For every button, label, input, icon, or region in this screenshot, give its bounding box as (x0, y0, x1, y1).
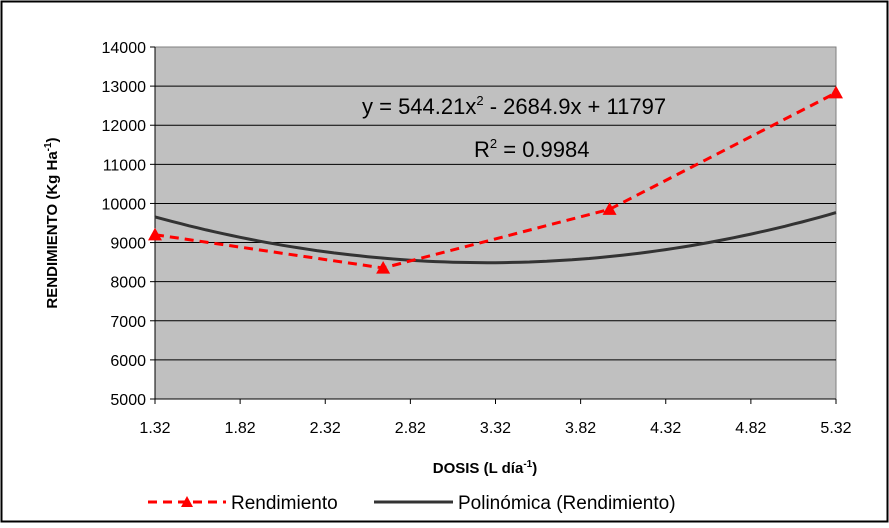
series-polinomica-line (154, 211, 837, 265)
y-axis-label: RENDIMIENTO (Kg Ha-1) (43, 137, 61, 308)
y-tick-label: 13000 (102, 79, 147, 96)
x-axis-label: DOSIS (L día-1) (433, 459, 537, 477)
x-tick-label: 2.32 (310, 420, 341, 437)
legend-label-polinomica: Polinómica (Rendimiento) (458, 493, 676, 514)
x-tick-label: 1.82 (225, 420, 256, 437)
y-tick-label: 11000 (103, 157, 146, 174)
x-tick-label: 4.32 (650, 420, 681, 437)
legend-label-rendimiento: Rendimiento (231, 493, 338, 514)
data-point-rendimiento (148, 227, 162, 241)
x-tick-label: 3.32 (480, 420, 511, 437)
x-tick-label: 4.82 (735, 420, 766, 437)
y-tick-label: 5000 (110, 392, 146, 409)
series-rendimiento-line (154, 91, 837, 270)
x-tick-label: 5.32 (820, 420, 851, 437)
r2-annotation: R2 = 0.9984 (474, 136, 590, 162)
y-tick-label: 12000 (102, 118, 147, 135)
data-point-rendimiento (602, 202, 617, 215)
x-tick-label: 3.82 (565, 420, 596, 437)
y-tick-label: 6000 (110, 353, 146, 370)
y-tick-label: 14000 (102, 40, 147, 57)
y-tick-label: 8000 (110, 275, 146, 292)
y-tick-label: 9000 (110, 236, 146, 253)
tick-labels: 5000 6000 7000 8000 9000 10000 11000 12000 13000… (102, 40, 852, 437)
grid-lines (155, 85, 836, 361)
axes (150, 46, 837, 404)
equation-annotation: y = 544.21x2 - 2684.9x + 11797 (362, 93, 666, 119)
data-point-rendimiento (829, 85, 843, 99)
data-point-rendimiento (376, 260, 391, 274)
x-tick-label: 2.82 (395, 420, 426, 437)
plot-area (154, 46, 837, 400)
legend-marker-rendimiento (181, 496, 193, 507)
series-layer (148, 85, 843, 274)
x-tick-label: 1.32 (139, 420, 170, 437)
legend: Rendimiento Polinómica (Rendimiento) (148, 493, 676, 514)
y-tick-label: 7000 (110, 314, 146, 331)
y-tick-label: 10000 (102, 196, 147, 213)
